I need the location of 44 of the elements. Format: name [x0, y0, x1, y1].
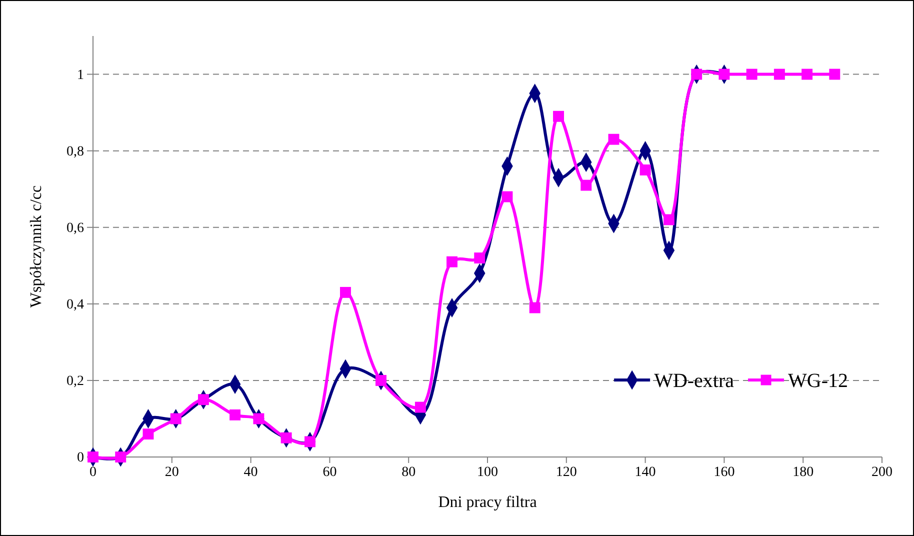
- point: [746, 68, 758, 80]
- point: [280, 432, 292, 444]
- y-tick-label: 0: [77, 450, 84, 466]
- x-tick-label: 40: [244, 464, 258, 480]
- point: [802, 68, 813, 80]
- x-tick-label: 20: [164, 464, 179, 480]
- y-tick-label: 0,4: [66, 297, 84, 312]
- point: [718, 68, 730, 80]
- x-tick-label: 160: [714, 464, 735, 480]
- x-tick-label: 140: [634, 464, 656, 480]
- point: [829, 68, 840, 80]
- point: [198, 394, 209, 406]
- point: [553, 110, 564, 122]
- point: [474, 252, 486, 264]
- y-tick-label: 0,8: [66, 144, 84, 160]
- point: [253, 413, 264, 424]
- x-axis-title: Dni pracy filtra: [438, 494, 537, 511]
- x-tick-label: 180: [792, 464, 814, 480]
- legend-label: WD-extra: [654, 370, 734, 392]
- point: [580, 180, 592, 191]
- point: [170, 413, 182, 424]
- y-tick-label: 0,6: [66, 220, 84, 236]
- point: [529, 302, 540, 314]
- point: [774, 68, 785, 80]
- x-tick-label: 200: [872, 464, 892, 480]
- x-tick-label: 120: [556, 464, 577, 480]
- point: [608, 134, 620, 145]
- y-tick-label: 0,2: [66, 374, 84, 389]
- point: [414, 402, 426, 413]
- legend-label: WG-12: [788, 370, 848, 392]
- point: [663, 214, 674, 226]
- x-tick-label: 60: [322, 464, 337, 480]
- y-tick-label: 1: [77, 68, 84, 83]
- point: [230, 409, 240, 420]
- point: [115, 452, 126, 462]
- x-tick-label: 0: [90, 464, 96, 480]
- x-tick-label: 100: [477, 464, 498, 480]
- y-axis-title: Współczynnik c/cc: [28, 185, 45, 308]
- point: [340, 286, 351, 298]
- point: [142, 428, 154, 440]
- x-tick-label: 80: [402, 464, 416, 480]
- point: [640, 164, 651, 176]
- point: [446, 256, 458, 268]
- point: [502, 191, 513, 202]
